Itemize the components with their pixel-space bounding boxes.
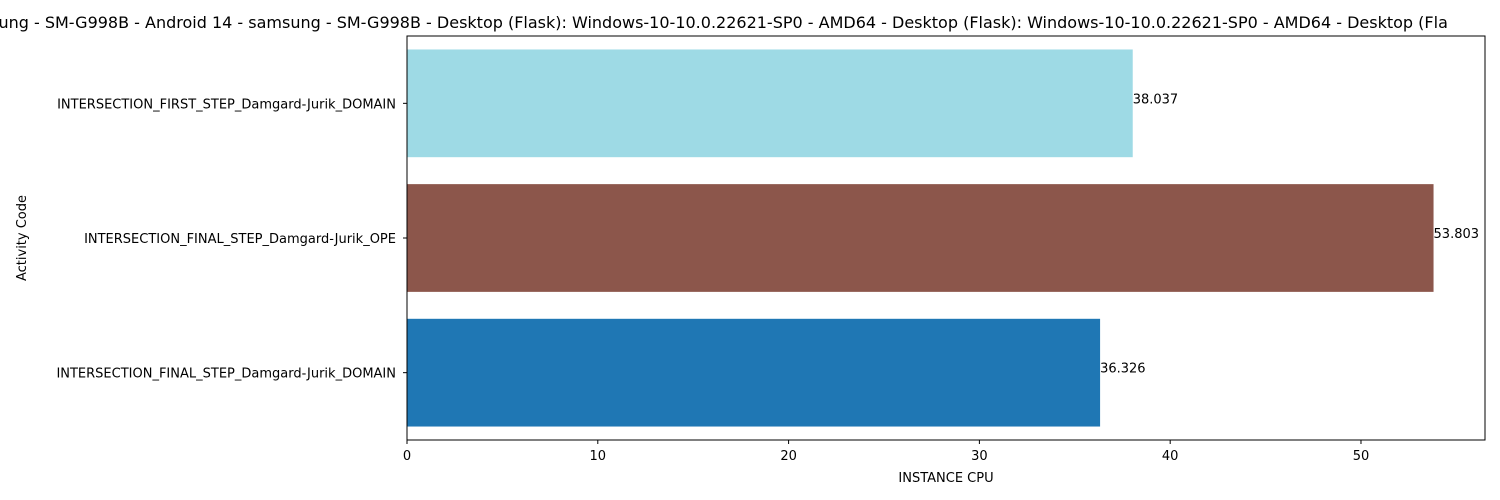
x-tick-label: 0	[403, 449, 411, 464]
x-tick-label: 10	[590, 449, 607, 464]
plot-frame	[406, 35, 1486, 441]
y-axis-label: Activity Code	[15, 195, 30, 281]
y-axis-ticks: INTERSECTION_FIRST_STEP_Damgard-Jurik_DO…	[56, 97, 407, 382]
x-axis-ticks: 0 10 20 30 40 50	[403, 440, 1369, 464]
bars-group	[407, 49, 1434, 427]
bar-value-label: 38.037	[1133, 92, 1179, 107]
x-axis-label: INSTANCE CPU	[898, 471, 993, 486]
x-tick-label: 30	[971, 449, 988, 464]
bar-value-label: 36.326	[1100, 362, 1146, 377]
bar	[407, 49, 1133, 158]
y-tick-label: INTERSECTION_FINAL_STEP_Damgard-Jurik_DO…	[56, 367, 396, 382]
bar-value-label: 53.803	[1434, 227, 1480, 242]
bar	[407, 184, 1434, 292]
x-tick-label: 50	[1353, 449, 1370, 464]
x-tick-label: 20	[780, 449, 797, 464]
value-labels-group: 38.037 53.803 36.326	[1100, 92, 1479, 376]
bar	[407, 318, 1101, 427]
x-tick-label: 40	[1162, 449, 1179, 464]
y-tick-label: INTERSECTION_FIRST_STEP_Damgard-Jurik_DO…	[57, 97, 396, 112]
y-tick-label: INTERSECTION_FINAL_STEP_Damgard-Jurik_OP…	[84, 232, 396, 247]
chart-title: sung - SM-G998B - Android 14 - samsung -…	[0, 13, 1448, 32]
